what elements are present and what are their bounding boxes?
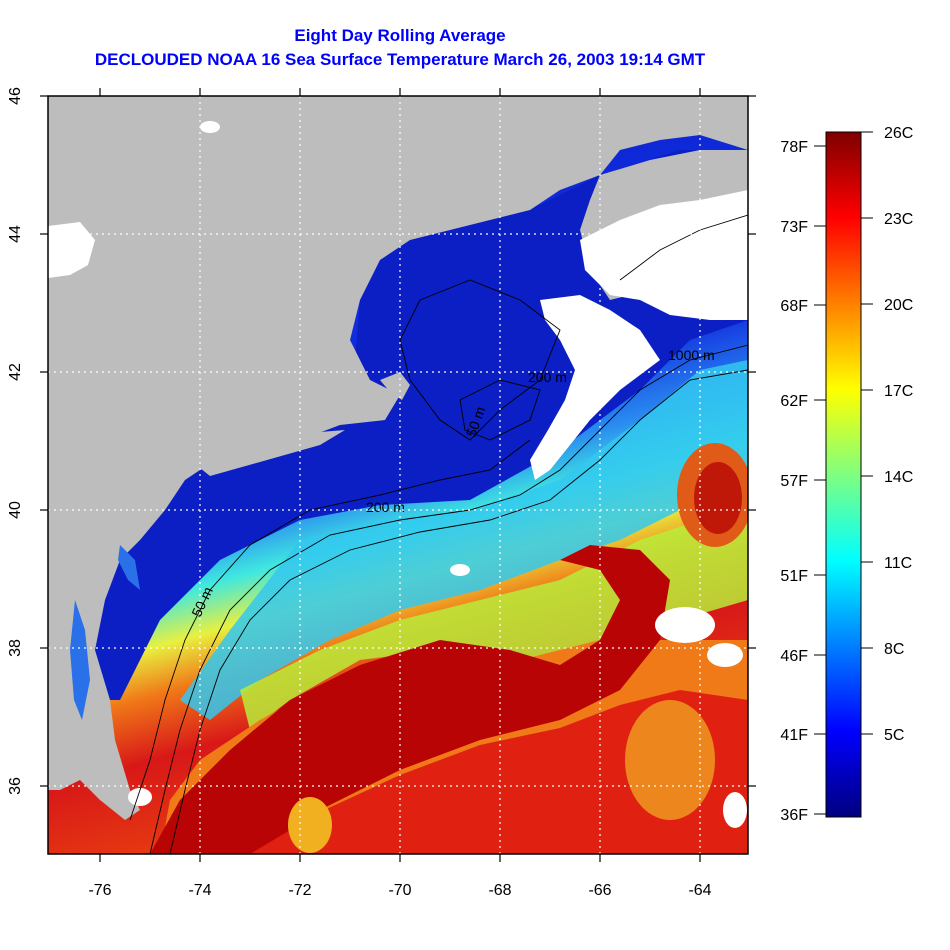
colorbar-f-label: 62F xyxy=(780,393,808,410)
gulf-stream-warm-core xyxy=(250,690,748,854)
contour-scotian-shelf xyxy=(619,214,748,281)
warm-patch xyxy=(288,797,332,853)
cloud-mask xyxy=(655,607,715,643)
colorbar-f-label: 68F xyxy=(780,298,808,315)
y-tick-label: 36 xyxy=(7,777,24,795)
cloud-mask xyxy=(580,190,748,320)
colorbar-f-label: 41F xyxy=(780,727,808,744)
colorbar-c-ticks xyxy=(861,131,873,735)
y-tick-label: 40 xyxy=(7,501,24,519)
cloud-mask xyxy=(128,788,152,806)
long-island xyxy=(200,430,345,476)
colorbar xyxy=(825,131,862,818)
x-tick-label: -74 xyxy=(188,882,211,899)
chesapeake-bay xyxy=(70,600,90,720)
x-tick-label: -64 xyxy=(688,882,711,899)
x-tick-label: -70 xyxy=(388,882,411,899)
contour-label: 1000 m xyxy=(668,347,715,363)
y-tick-label: 46 xyxy=(7,87,24,105)
graticule xyxy=(48,96,748,854)
delaware-bay xyxy=(118,545,140,590)
x-tick-label: -68 xyxy=(488,882,511,899)
contour-label: 200 m xyxy=(366,499,405,515)
x-tick-label: -72 xyxy=(288,882,311,899)
cloud-mask xyxy=(200,121,220,133)
colorbar-c-label: 20C xyxy=(884,297,913,314)
axis-ticks xyxy=(40,88,756,862)
map-title: Eight Day Rolling Average xyxy=(294,26,506,45)
colorbar-c-label: 17C xyxy=(884,383,913,400)
x-tick-label: -66 xyxy=(588,882,611,899)
colorbar-f-label: 36F xyxy=(780,807,808,824)
colorbar-c-label: 5C xyxy=(884,727,904,744)
colorbar-f-label: 78F xyxy=(780,139,808,156)
contour-50m xyxy=(129,439,531,821)
colorbar-c-label: 23C xyxy=(884,211,913,228)
cloud-mask xyxy=(707,643,743,667)
y-tick-label: 44 xyxy=(7,225,24,243)
contour-1000m xyxy=(169,369,748,854)
sst-map: 50 m 200 m 50 m 200 m 1000 m xyxy=(48,96,748,854)
cloud-mask xyxy=(450,564,470,576)
colorbar-f-label: 51F xyxy=(780,568,808,585)
colorbar-c-label: 8C xyxy=(884,641,904,658)
colorbar-c-label: 11C xyxy=(884,555,912,572)
colorbar-c-label: 14C xyxy=(884,469,913,486)
cloud-mask xyxy=(723,792,747,828)
shelf-slope-front xyxy=(180,360,748,720)
y-tick-label: 38 xyxy=(7,639,24,657)
cape-cod xyxy=(380,372,410,400)
colorbar-f-label: 73F xyxy=(780,219,808,236)
y-tick-label: 42 xyxy=(7,363,24,381)
land-mainland xyxy=(48,96,748,820)
gulf-stream-core xyxy=(150,545,670,854)
warm-eddy-core xyxy=(694,462,742,534)
map-frame xyxy=(47,95,749,855)
cloud-mask xyxy=(48,222,95,278)
colorbar-c-label: 26C xyxy=(884,125,913,142)
contour-200m xyxy=(149,344,748,854)
cold-shelf-water xyxy=(48,150,748,700)
contour-label: 200 m xyxy=(528,369,567,385)
x-tick-label: -76 xyxy=(88,882,111,899)
warm-patch xyxy=(625,700,715,820)
cloud-mask xyxy=(530,295,660,480)
map-subtitle: DECLOUDED NOAA 16 Sea Surface Temperatur… xyxy=(94,50,706,69)
colorbar-f-ticks xyxy=(814,145,826,815)
colorbar-f-label: 57F xyxy=(780,473,808,490)
colorbar-f-label: 46F xyxy=(780,648,808,665)
